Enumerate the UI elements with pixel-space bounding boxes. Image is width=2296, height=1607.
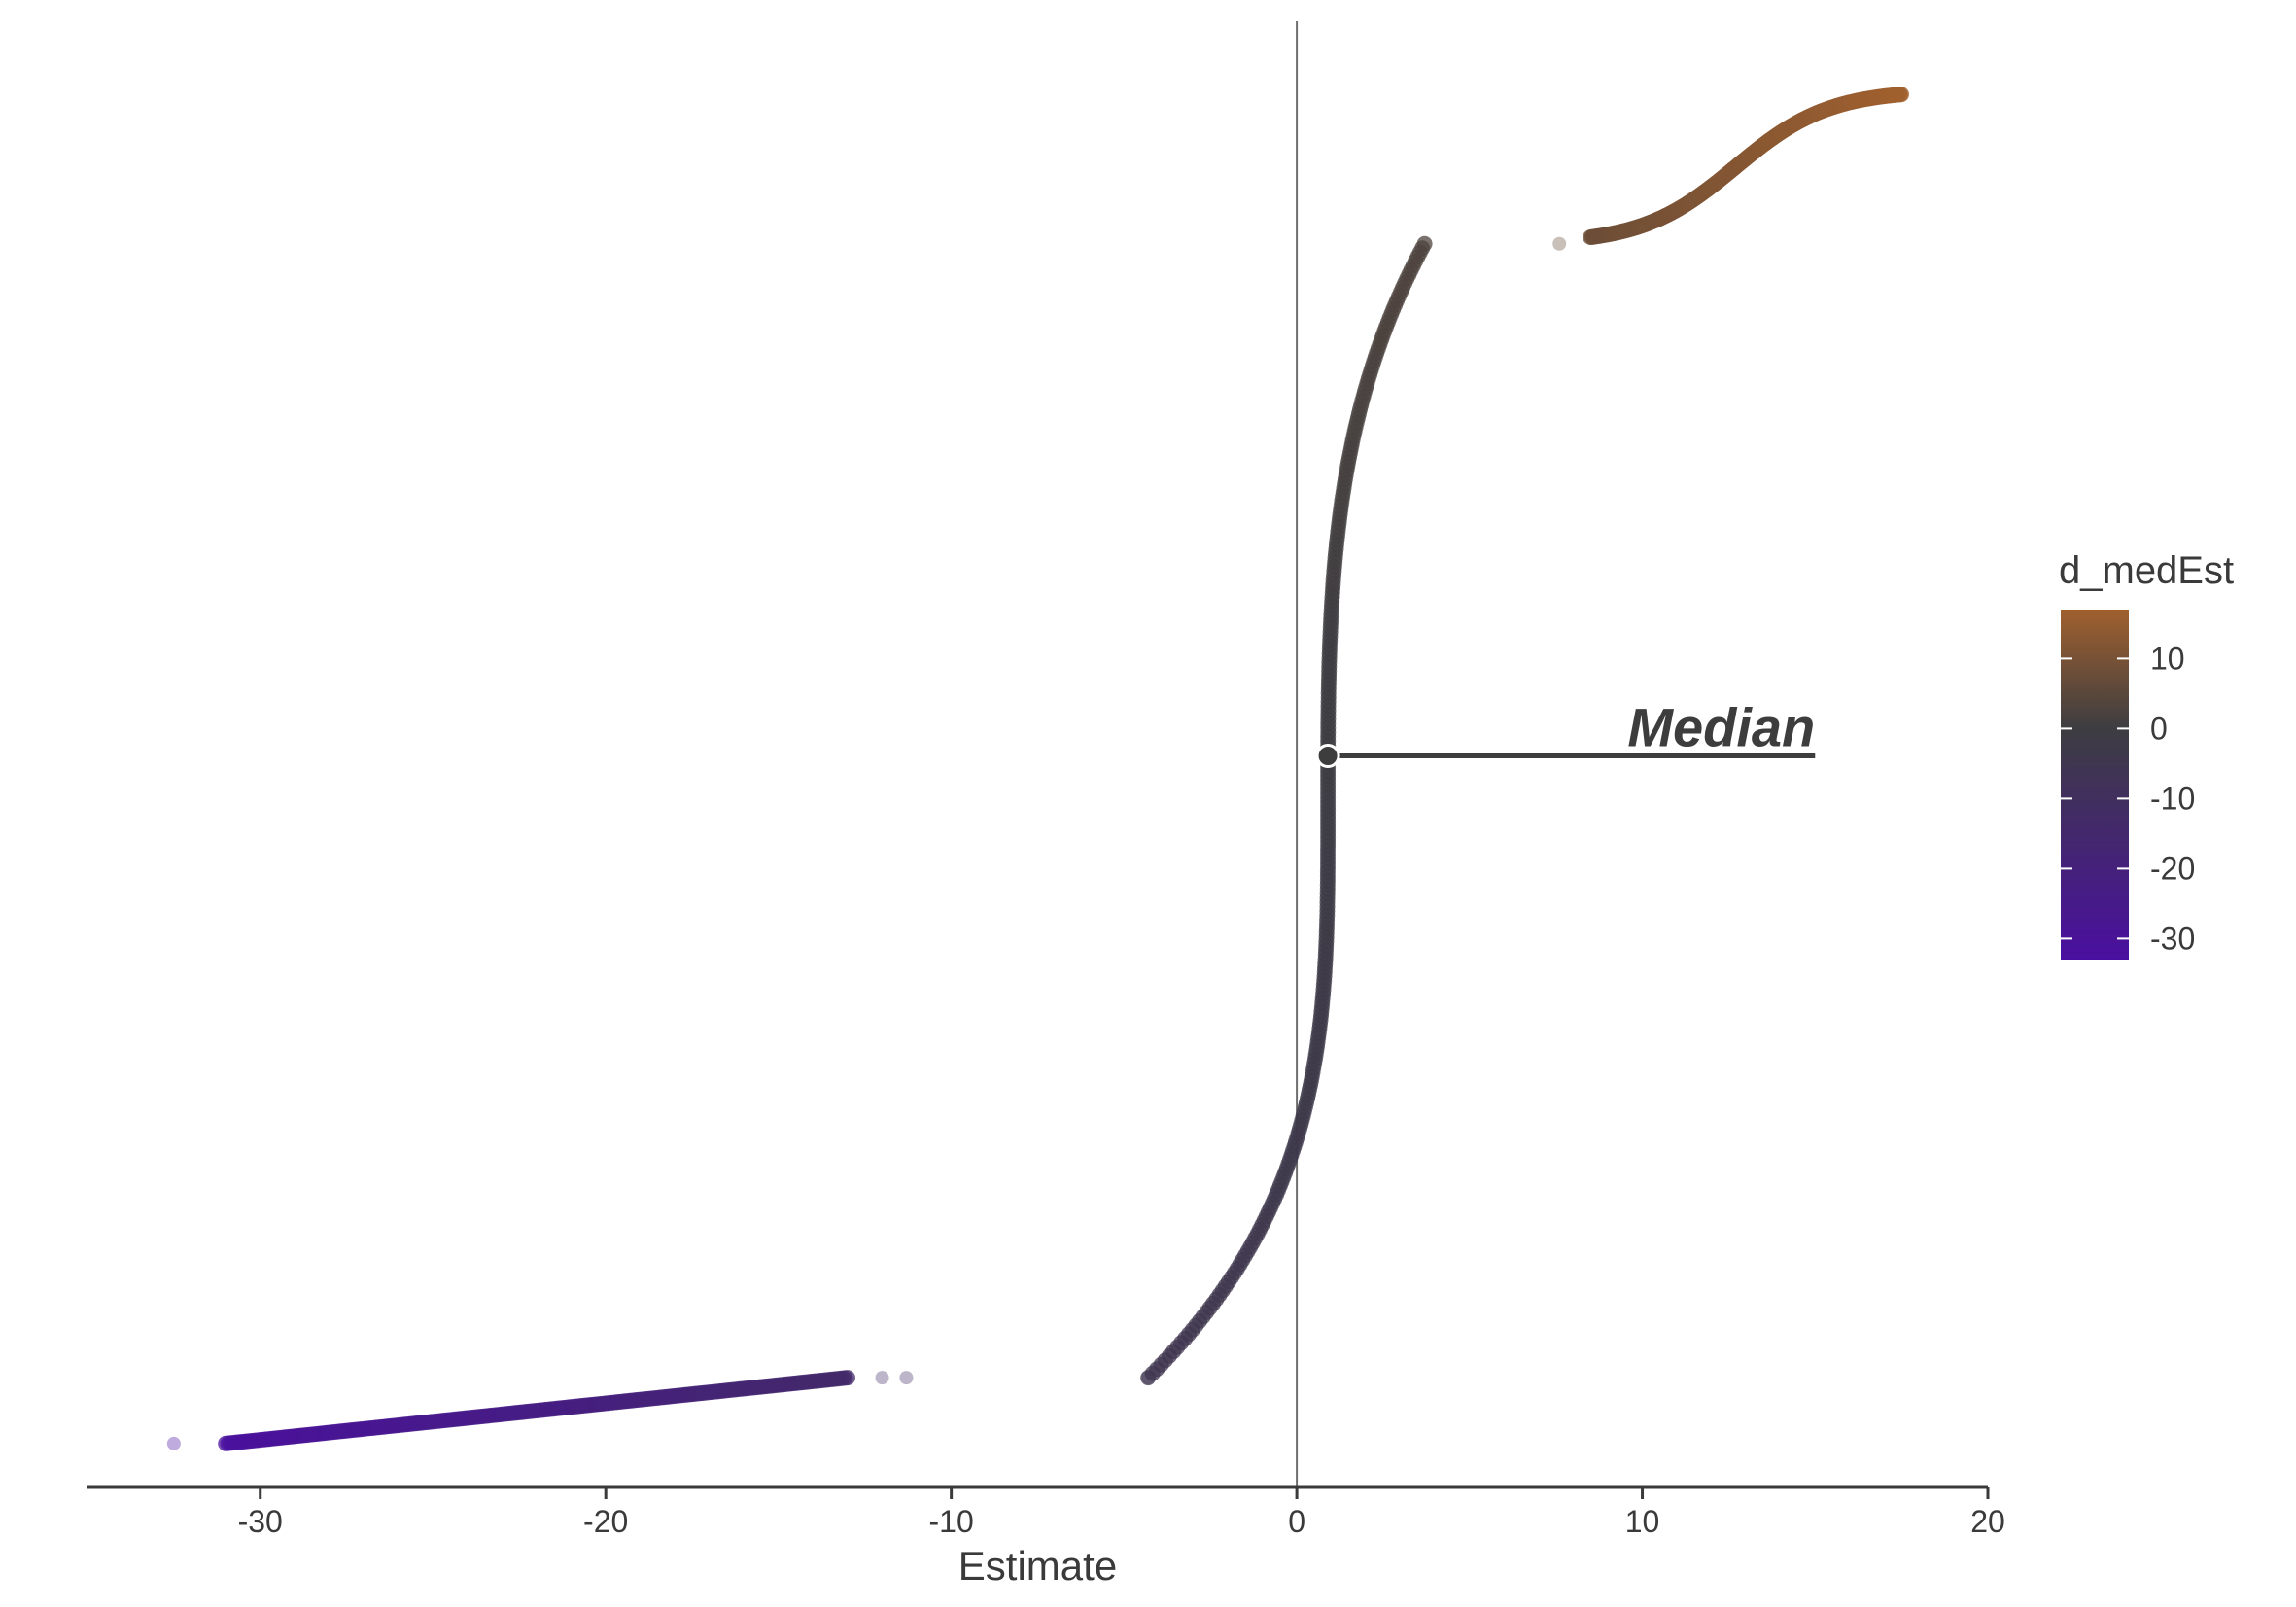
x-tick-label: 10 [1625,1504,1660,1539]
legend-tick-label: -10 [2150,781,2195,816]
x-axis-title: Estimate [958,1543,1117,1589]
x-tick-label: 0 [1288,1504,1305,1539]
outlier-point [875,1371,889,1385]
legend: d_medEst 10 0 -10 -20 -30 [2059,549,2234,960]
legend-title: d_medEst [2059,549,2234,592]
legend-colorbar [2061,610,2129,960]
x-tick-label: -20 [583,1504,628,1539]
data-point [840,1370,855,1386]
legend-tick-label: 10 [2150,641,2185,676]
median-point [1315,744,1340,768]
legend-tick-label: -30 [2150,921,2195,956]
plot-area: Median [166,21,1910,1487]
median-label: Median [1627,697,1815,758]
legend-tick-label: -20 [2150,851,2195,886]
x-tick-label: 20 [1970,1504,2005,1539]
outlier-point [1141,1371,1156,1385]
outlier-point [1552,236,1567,251]
outlier-point [166,1436,181,1450]
x-axis: -30 -20 -10 0 10 20 Estimate [87,1485,2005,1589]
data-point [1894,87,1910,103]
data-point [1416,235,1433,252]
legend-tick-label: 0 [2150,711,2168,746]
x-tick-label: -10 [929,1504,974,1539]
outlier-point [899,1371,914,1385]
x-tick-label: -30 [238,1504,283,1539]
data-points [166,87,1910,1451]
